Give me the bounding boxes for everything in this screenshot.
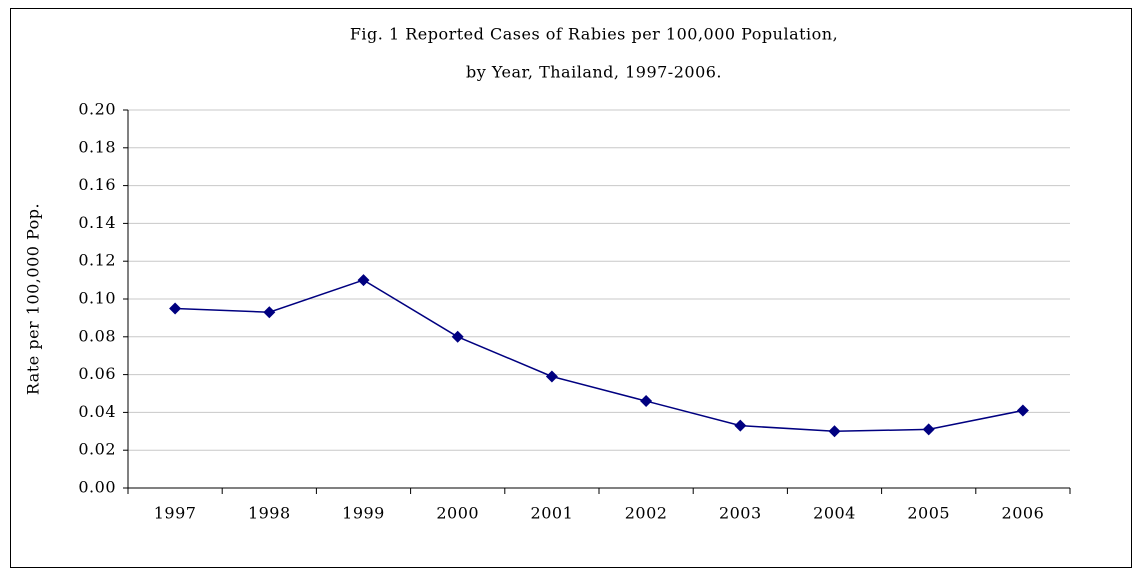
x-tick-label: 2001 — [531, 504, 574, 523]
y-axis-label: Rate per 100,000 Pop. — [24, 203, 43, 395]
x-tick-label: 1997 — [154, 504, 197, 523]
chart-title: Fig. 1 Reported Cases of Rabies per 100,… — [350, 25, 838, 44]
y-tick-label: 0.08 — [78, 326, 116, 345]
y-tick-label: 0.04 — [78, 402, 116, 421]
chart-frame — [10, 8, 1132, 568]
marker — [263, 306, 276, 319]
marker — [640, 395, 653, 408]
y-tick-label: 0.16 — [78, 175, 116, 194]
marker — [451, 330, 464, 343]
y-tick-label: 0.06 — [78, 364, 116, 383]
marker — [1016, 404, 1029, 417]
line — [175, 279, 1024, 433]
y-tick-label: 0.02 — [78, 440, 116, 459]
marker — [545, 370, 558, 383]
marker — [922, 423, 935, 436]
x-tick-label: 2002 — [625, 504, 668, 523]
y-tick-label: 0.20 — [78, 100, 116, 119]
x-tick-label: 2005 — [907, 504, 950, 523]
x-tick-label: 2004 — [813, 504, 856, 523]
marker — [169, 302, 182, 315]
x-tick-label: 1999 — [342, 504, 385, 523]
marker — [828, 425, 841, 438]
x-tick-label: 2006 — [1002, 504, 1045, 523]
y-tick-label: 0.00 — [78, 478, 116, 497]
marker — [357, 274, 370, 287]
y-tick-label: 0.12 — [78, 251, 116, 270]
x-tick-label: 2003 — [719, 504, 762, 523]
y-tick-label: 0.18 — [78, 137, 116, 156]
y-tick-label: 0.10 — [78, 289, 116, 308]
marker — [734, 419, 747, 432]
y-tick-label: 0.14 — [78, 213, 116, 232]
chart-title: by Year, Thailand, 1997-2006. — [466, 63, 722, 82]
x-tick-label: 1998 — [248, 504, 291, 523]
x-tick-label: 2000 — [436, 504, 479, 523]
